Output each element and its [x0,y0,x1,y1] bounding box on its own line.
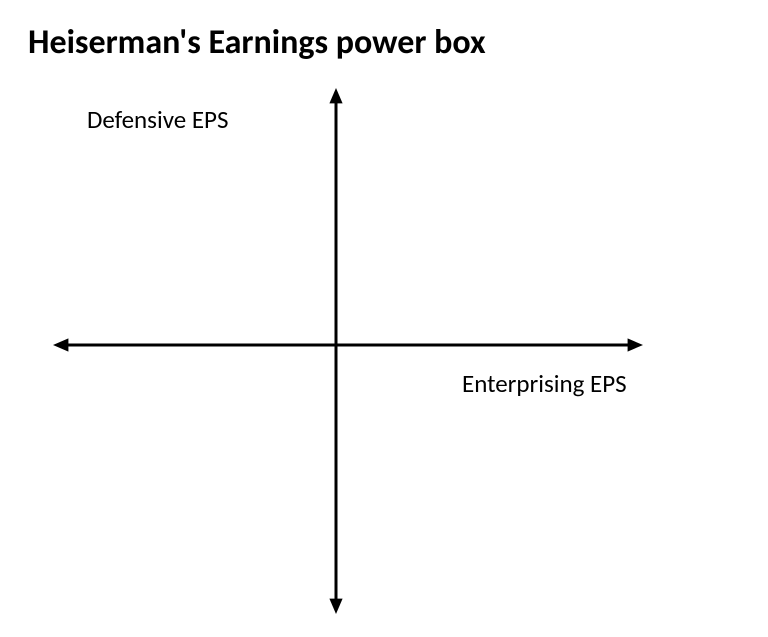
x-axis-arrow-right [628,338,643,351]
quadrant-axes-svg [0,0,768,637]
y-axis-arrow-top [329,88,342,103]
x-axis-label: Enterprising EPS [462,368,627,399]
y-axis-arrow-bottom [329,599,342,614]
y-axis-label: Defensive EPS [87,104,228,135]
x-axis-arrow-left [53,338,68,351]
